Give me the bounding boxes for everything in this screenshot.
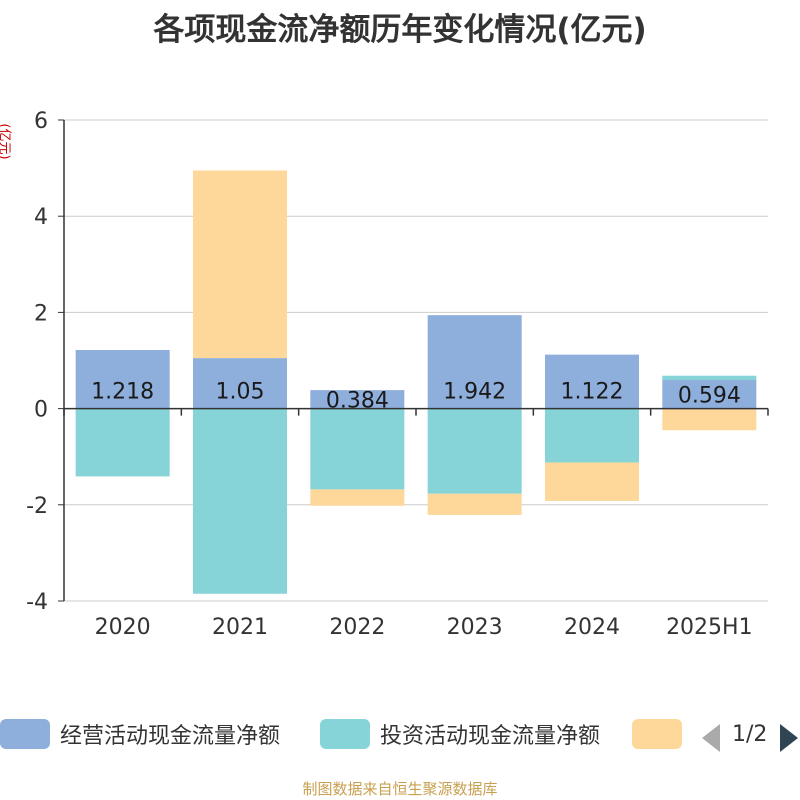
- y-tick-label: 2: [34, 301, 48, 326]
- y-tick-label: 0: [34, 398, 48, 423]
- legend-item-investing[interactable]: 投资活动现金流量净额: [320, 716, 600, 752]
- pager-page-indicator: 1/2: [732, 722, 768, 747]
- bar-investing-2022: [310, 408, 405, 490]
- data-label-operating: 1.218: [91, 380, 154, 405]
- bar-financing-2021: [193, 170, 287, 359]
- bar-operating-2021: [193, 358, 287, 409]
- bar-investing-2025H1: [662, 375, 757, 381]
- bar-operating-2025H1: [662, 380, 757, 409]
- legend-item-operating[interactable]: 经营活动现金流量净额: [0, 716, 280, 752]
- bar-financing-2023: [427, 493, 522, 515]
- data-label-operating: 1.122: [561, 380, 624, 405]
- y-tick-label: 6: [34, 109, 48, 134]
- legend-label-operating: 经营活动现金流量净额: [60, 724, 281, 749]
- bar-financing-2022: [310, 489, 405, 506]
- legend-swatch-operating: [0, 719, 50, 749]
- data-label-operating: 1.942: [443, 380, 506, 405]
- data-label-operating: 0.594: [678, 383, 741, 408]
- bar-operating-2024: [545, 354, 639, 409]
- x-tick-label: 2023: [447, 615, 503, 640]
- data-label-operating: 1.05: [216, 380, 265, 405]
- y-tick-label: 4: [34, 205, 48, 230]
- x-tick-label: 2020: [95, 615, 151, 640]
- bar-investing-2024: [545, 408, 639, 463]
- legend-label-investing: 投资活动现金流量净额: [380, 724, 601, 749]
- bar-investing-2021: [193, 408, 287, 594]
- y-axis-unit: (亿元): [0, 123, 12, 160]
- y-tick-label: -4: [26, 590, 48, 615]
- legend: 经营活动现金流量净额 投资活动现金流量净额 1/2: [0, 716, 800, 756]
- x-tick-label: 2024: [564, 615, 620, 640]
- x-tick-label: 2021: [212, 615, 268, 640]
- chart-title: 各项现金流净额历年变化情况(亿元): [153, 12, 647, 48]
- data-source-note: 制图数据来自恒生聚源数据库: [302, 780, 498, 798]
- pager-prev-icon[interactable]: [702, 724, 720, 752]
- bar-financing-2025H1: [662, 408, 757, 431]
- bar-operating-2020: [75, 350, 170, 409]
- legend-item-financing[interactable]: [632, 716, 682, 752]
- pager-next-icon[interactable]: [780, 724, 798, 752]
- bar-operating-2023: [427, 315, 522, 409]
- data-label-operating: 0.384: [326, 388, 389, 413]
- bar-operating-2022: [310, 390, 405, 409]
- x-tick-label: 2022: [329, 615, 385, 640]
- bar-investing-2020: [75, 408, 170, 477]
- legend-swatch-financing: [632, 719, 682, 749]
- legend-swatch-investing: [320, 719, 370, 749]
- y-tick-label: -2: [26, 494, 48, 519]
- bar-financing-2024: [545, 462, 639, 501]
- x-tick-label: 2025H1: [666, 615, 753, 640]
- legend-pager: 1/2: [700, 720, 800, 752]
- bar-investing-2023: [427, 408, 522, 494]
